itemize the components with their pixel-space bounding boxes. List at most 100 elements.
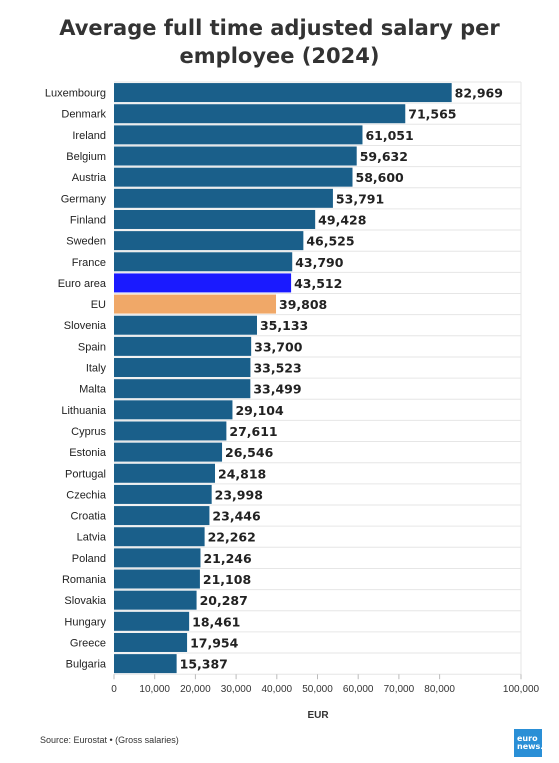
value-label: 49,428 [318, 212, 366, 227]
category-label: Croatia [71, 511, 107, 523]
bar-sweden [114, 231, 304, 251]
bar-slovenia [114, 315, 257, 335]
value-label: 33,700 [254, 339, 303, 354]
x-tick-label: 30,000 [221, 684, 252, 695]
bar-hungary [114, 611, 190, 631]
bar-bulgaria [114, 654, 177, 674]
x-tick-label: 50,000 [302, 684, 333, 695]
value-label: 61,051 [365, 128, 413, 143]
value-label: 17,954 [190, 635, 239, 650]
value-label: 21,246 [203, 551, 252, 566]
value-label: 18,461 [192, 614, 240, 629]
category-label: Lithuania [61, 405, 107, 417]
bar-portugal [114, 463, 216, 483]
category-label: Portugal [65, 468, 106, 480]
value-label: 21,108 [203, 572, 251, 587]
category-label: Ireland [72, 130, 106, 142]
category-label: Finland [70, 214, 106, 226]
value-label: 26,546 [225, 445, 274, 460]
category-label: Romania [62, 574, 107, 586]
bar-spain [114, 336, 252, 356]
value-labels: 82,969 71,565 61,051 59,632 58,600 53,791 49,4… [180, 86, 503, 672]
value-label: 27,611 [229, 424, 277, 439]
logo-line-1: euro [517, 734, 538, 743]
x-tick-label: 20,000 [180, 684, 211, 695]
category-label: Hungary [64, 616, 106, 628]
euronews-logo: euro news. [514, 729, 544, 757]
category-label: Austria [72, 172, 107, 184]
category-label: Greece [70, 637, 106, 649]
category-label: Malta [79, 384, 107, 396]
category-label: Denmark [61, 109, 106, 121]
value-label: 82,969 [455, 86, 503, 101]
value-label: 23,998 [215, 487, 263, 502]
source-note: Source: Eurostat • (Gross salaries) [40, 735, 179, 745]
bar-france [114, 252, 293, 272]
category-label: Luxembourg [45, 88, 106, 100]
value-label: 39,808 [279, 297, 327, 312]
category-label: France [72, 257, 106, 269]
value-label: 71,565 [408, 107, 456, 122]
x-tick-label: 0 [111, 684, 117, 695]
bar-cyprus [114, 421, 227, 441]
bar-malta [114, 379, 251, 399]
value-label: 15,387 [180, 657, 228, 672]
grid-lines [114, 81, 522, 675]
category-label: Spain [78, 341, 106, 353]
x-tick-label: 100,000 [503, 684, 540, 695]
bar-germany [114, 188, 333, 208]
category-label: EU [91, 299, 106, 311]
chart-title: Average full time adjusted salary per em… [59, 16, 500, 68]
value-label: 33,499 [253, 382, 301, 397]
category-label: Italy [86, 363, 107, 375]
category-label: Slovenia [64, 320, 107, 332]
bar-slovakia [114, 590, 197, 610]
bar-croatia [114, 506, 210, 526]
bar-belgium [114, 146, 357, 166]
category-label: Cyprus [71, 426, 106, 438]
bar-euro-area [114, 273, 292, 293]
logo-line-2: news. [517, 742, 544, 751]
category-label: Poland [72, 553, 106, 565]
x-tick-label: 70,000 [384, 684, 415, 695]
value-label: 43,512 [294, 276, 342, 291]
bar-austria [114, 167, 353, 187]
bar-finland [114, 209, 316, 229]
category-label: Latvia [77, 532, 107, 544]
category-label: Germany [61, 193, 107, 205]
bar-luxembourg [114, 83, 452, 103]
value-label: 22,262 [208, 530, 256, 545]
category-label: Bulgaria [66, 659, 107, 671]
bar-estonia [114, 442, 223, 462]
value-label: 33,523 [253, 361, 301, 376]
x-tick-labels: 0 10,000 20,000 30,000 40,000 50,000 60,000 70,… [111, 674, 540, 695]
bar-ireland [114, 125, 363, 145]
value-label: 43,790 [295, 255, 344, 270]
bar-greece [114, 632, 188, 652]
bar-czechia [114, 484, 212, 504]
category-labels: Luxembourg Denmark Ireland Belgium Austria Ge… [45, 88, 107, 671]
x-tick-label: 10,000 [139, 684, 170, 695]
x-tick-label: 40,000 [262, 684, 293, 695]
bar-italy [114, 358, 251, 378]
bars [114, 83, 452, 674]
category-label: Czechia [66, 489, 107, 501]
bar-denmark [114, 104, 406, 124]
value-label: 53,791 [336, 191, 384, 206]
value-label: 59,632 [360, 149, 408, 164]
x-tick-label: 80,000 [424, 684, 455, 695]
category-label: Belgium [66, 151, 106, 163]
value-label: 20,287 [200, 593, 248, 608]
bar-eu [114, 294, 277, 314]
bar-latvia [114, 527, 205, 547]
x-tick-label: 60,000 [343, 684, 374, 695]
bar-lithuania [114, 400, 233, 420]
category-label: Sweden [66, 236, 106, 248]
x-axis-label: EUR [307, 710, 329, 721]
value-label: 24,818 [218, 466, 266, 481]
value-label: 35,133 [260, 318, 308, 333]
category-label: Estonia [69, 447, 107, 459]
value-label: 29,104 [235, 403, 284, 418]
value-label: 46,525 [306, 234, 354, 249]
